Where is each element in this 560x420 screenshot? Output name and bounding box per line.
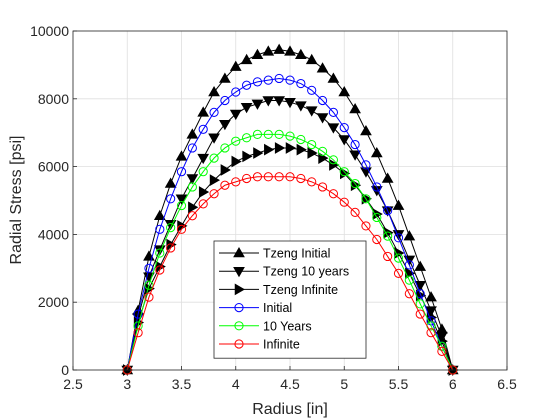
y-tick-label: 2000 [38,294,69,310]
x-tick-label: 5 [340,376,348,392]
legend-label: Tzeng Infinite [263,283,338,297]
y-tick-label: 10000 [30,23,69,39]
x-tick-label: 4 [232,376,240,392]
x-tick-label: 6 [449,376,457,392]
legend: Tzeng Initial Tzeng 10 years Tzeng Infinit… [214,241,366,358]
x-tick-label: 2.5 [63,376,83,392]
y-tick-label: 8000 [38,91,69,107]
legend-label: Tzeng Initial [263,247,330,261]
legend-label: 10 Years [263,319,312,333]
x-axis-label: Radius [in] [252,401,328,418]
legend-label: Tzeng 10 years [263,265,349,279]
y-tick-label: 6000 [38,159,69,175]
y-tick-label: 0 [61,362,69,378]
x-tick-label: 6.5 [497,376,517,392]
x-tick-label: 3.5 [172,376,192,392]
legend-label: Initial [263,301,292,315]
x-tick-label: 4.5 [280,376,300,392]
x-tick-label: 3 [123,376,131,392]
legend-label: Infinite [263,338,300,352]
x-tick-label: 5.5 [389,376,409,392]
y-tick-label: 4000 [38,226,69,242]
y-axis-label: Radial Stress [psi] [8,136,25,265]
